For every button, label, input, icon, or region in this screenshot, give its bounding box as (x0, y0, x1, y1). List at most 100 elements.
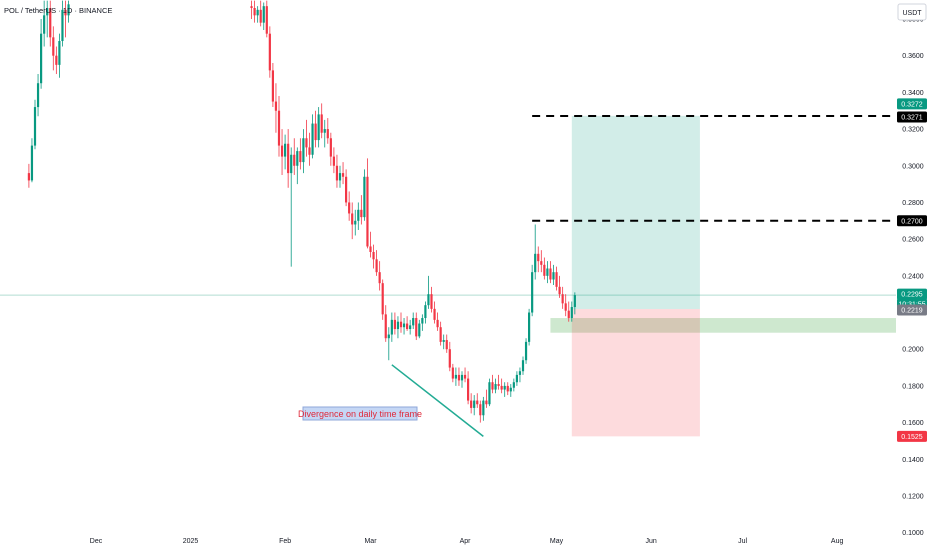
candle-body (515, 374, 518, 383)
candle-body (338, 173, 342, 181)
candle (573, 292, 576, 315)
candle-body (274, 101, 278, 111)
candle-body (567, 310, 570, 319)
candle-body (424, 305, 427, 319)
candle-body (299, 151, 302, 163)
symbol-title: POL / TetherUS · 1D · BINANCE (4, 6, 112, 15)
time-tick-label: 2025 (183, 538, 199, 545)
candle-body (262, 6, 265, 23)
candle (497, 374, 500, 390)
candle (463, 367, 467, 383)
candle-body (265, 6, 268, 34)
candle (372, 244, 375, 269)
price-tick-label: 0.3400 (902, 90, 924, 97)
candle (515, 371, 518, 386)
candle-body (363, 176, 366, 218)
candle-body (463, 374, 467, 379)
candle (280, 129, 284, 175)
candle (387, 327, 390, 361)
candle (296, 147, 299, 185)
candle-body (558, 286, 561, 295)
candle-body (348, 202, 351, 214)
candle-body (372, 251, 375, 260)
candle (476, 393, 479, 408)
price-tick-label: 0.3000 (902, 163, 924, 170)
price-label-badge: 0.2219 (897, 304, 927, 316)
candle (451, 363, 454, 383)
candle (503, 382, 506, 397)
candle (332, 147, 335, 174)
candle-body (521, 360, 525, 372)
candle (439, 321, 442, 346)
candle (36, 74, 40, 117)
time-tick-label: Jul (738, 538, 747, 545)
candle (564, 294, 567, 317)
candle (305, 119, 308, 157)
candle-body (381, 283, 384, 315)
candle (427, 275, 430, 309)
candle-body (323, 129, 326, 133)
candle (384, 305, 387, 342)
candle-body (451, 367, 454, 379)
candle-body (445, 340, 448, 350)
candlestick-series (27, 0, 576, 423)
candle-body (305, 138, 308, 148)
candle-body (375, 259, 378, 273)
candle (345, 169, 348, 207)
candle (506, 382, 509, 396)
candle (27, 163, 30, 188)
candle (299, 138, 302, 170)
candle-body (360, 209, 363, 218)
candle (534, 224, 537, 280)
candle (509, 384, 512, 397)
divergence-trendline[interactable] (391, 364, 484, 437)
price-tick-label: 0.1600 (902, 420, 924, 427)
candle (567, 301, 570, 322)
profit-zone (571, 115, 700, 310)
support-zone[interactable] (550, 318, 896, 333)
time-tick-label: May (550, 538, 564, 545)
time-tick-label: Aug (831, 538, 844, 545)
candle-body (320, 114, 323, 133)
candle (393, 312, 396, 335)
candle (396, 316, 400, 339)
candle (518, 367, 522, 383)
price-label-text: 0.2295 (901, 292, 923, 299)
candle-body (537, 253, 540, 262)
candle-body (494, 384, 497, 390)
candle-body (543, 264, 546, 276)
candle (58, 33, 61, 78)
time-tick-label: Mar (364, 538, 377, 545)
candle-body (518, 371, 522, 375)
candle-body (467, 378, 470, 401)
candle-body (33, 107, 37, 146)
candle-body (366, 176, 369, 247)
candle-body (308, 147, 311, 155)
time-axis[interactable]: Dec 2025 Feb Mar Apr May Jun Jul Aug (90, 538, 844, 545)
candle (442, 334, 445, 350)
candle-body (412, 318, 415, 326)
time-tick-label: Feb (279, 538, 291, 545)
candle-body (573, 295, 576, 308)
currency-button[interactable]: USDT (897, 3, 927, 21)
price-label-bg (897, 430, 927, 442)
candle (500, 378, 503, 394)
candle (418, 319, 421, 339)
candle (537, 246, 540, 273)
candle-body (61, 9, 64, 42)
candle (540, 250, 543, 273)
candle (433, 301, 436, 324)
price-axis[interactable]: 0.1000 0.1200 0.1400 0.1600 0.1800 0.2000 0.22… (896, 0, 932, 550)
candle (445, 334, 448, 353)
candle-body (40, 33, 43, 84)
divergence-annotation[interactable]: Divergence on daily time frame (298, 406, 422, 421)
candle (473, 395, 476, 416)
candle-body (512, 382, 515, 388)
candle (49, 0, 52, 47)
price-label-bg (897, 98, 927, 110)
candle-body (546, 268, 549, 276)
candle (546, 261, 549, 284)
price-label-badge: 0.3272 (897, 98, 927, 110)
long-position-tool[interactable] (571, 115, 700, 437)
